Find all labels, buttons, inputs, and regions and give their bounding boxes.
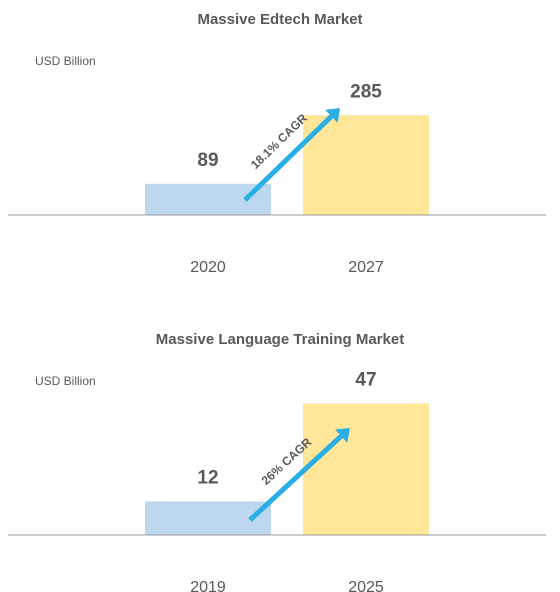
bar xyxy=(145,183,271,215)
chart-title: Massive Edtech Market xyxy=(197,11,362,28)
bar-chart: Massive Language Training Market USD Bill… xyxy=(8,331,546,592)
bar xyxy=(303,115,429,215)
value-label: 89 xyxy=(197,150,218,171)
bar xyxy=(303,403,429,535)
y-axis-label: USD Billion xyxy=(35,54,96,68)
x-tick-label: 2025 xyxy=(348,579,384,592)
chart-title: Massive Language Training Market xyxy=(156,331,404,348)
bar-chart: Massive Edtech Market USD Billion 89 2020 28… xyxy=(8,11,546,276)
value-label: 47 xyxy=(355,369,376,390)
cagr-annotation: 18.1% CAGR xyxy=(248,111,310,172)
x-tick-label: 2019 xyxy=(190,579,226,592)
value-label: 285 xyxy=(350,81,382,102)
arrow-shaft xyxy=(248,434,343,522)
arrow-head xyxy=(325,108,340,123)
x-tick-label: 2027 xyxy=(348,259,384,276)
y-axis-label: USD Billion xyxy=(35,374,96,388)
arrow-shaft xyxy=(243,114,334,202)
arrow-head xyxy=(335,428,350,443)
x-tick-label: 2020 xyxy=(190,259,226,276)
value-label: 12 xyxy=(197,467,218,488)
